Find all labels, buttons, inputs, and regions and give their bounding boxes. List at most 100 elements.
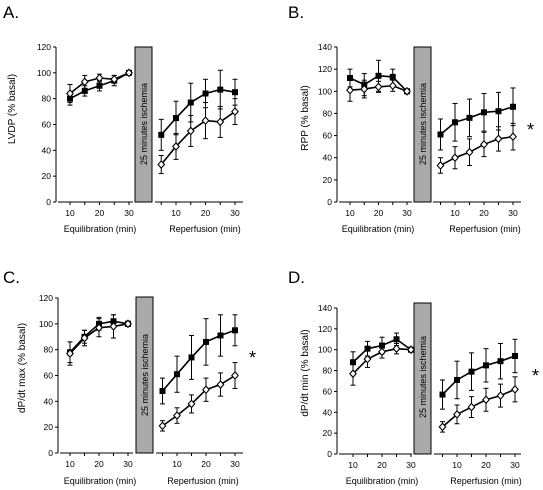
data-point-diamond bbox=[467, 402, 476, 412]
data-point-square bbox=[454, 376, 460, 383]
panel-letter: C. bbox=[3, 268, 20, 287]
data-point-square bbox=[173, 115, 179, 122]
y-tick-label: 80 bbox=[323, 366, 333, 376]
x-axis-label-equilibration: Equilibration (min) bbox=[64, 476, 137, 486]
y-axis-label: LVDP (% basal) bbox=[7, 74, 18, 144]
y-axis: 0 20 40 60 80 100 120 140 bbox=[318, 42, 338, 207]
data-point-square bbox=[187, 99, 194, 106]
data-point-diamond bbox=[509, 132, 517, 142]
significance-marker: * bbox=[532, 366, 539, 386]
data-point-diamond bbox=[216, 380, 225, 389]
data-point-square bbox=[202, 90, 209, 97]
y-tick-label: 120 bbox=[318, 64, 332, 74]
data-point-square bbox=[497, 358, 504, 365]
data-point-diamond bbox=[186, 126, 195, 136]
data-point-diamond bbox=[436, 161, 445, 170]
ischemia-label: 25 minutes ischemia bbox=[418, 336, 428, 418]
data-point-square bbox=[510, 103, 516, 110]
data-point-diamond bbox=[109, 321, 118, 331]
x-axis-label-equilibration: Equilibration (min) bbox=[64, 224, 137, 234]
data-point-square bbox=[159, 388, 166, 394]
data-point-square bbox=[81, 87, 88, 94]
data-point-diamond bbox=[231, 107, 239, 117]
x-tick-label: 20 bbox=[377, 460, 387, 470]
data-point-diamond bbox=[453, 409, 461, 419]
x-axis-reperfusion: 10 20 30 bbox=[155, 201, 243, 218]
y-tick-label: 40 bbox=[323, 153, 333, 163]
data-point-square bbox=[174, 371, 180, 378]
y-axis: 0 20 40 60 80 100 120 140 bbox=[318, 303, 338, 459]
x-axis-label-reperfusion: Reperfusion (min) bbox=[449, 224, 521, 234]
series-line-diamond bbox=[441, 388, 516, 428]
data-point-diamond bbox=[363, 354, 372, 364]
x-axis-equilibration: 10 20 30 bbox=[60, 452, 133, 469]
data-point-diamond bbox=[125, 68, 133, 78]
y-tick-label: 100 bbox=[37, 68, 51, 78]
y-axis: 0 20 40 60 80 100 120 bbox=[39, 293, 59, 458]
data-point-square bbox=[347, 75, 353, 81]
plot-equilibration bbox=[66, 314, 132, 366]
plot-reperfusion bbox=[158, 314, 239, 432]
data-point-square bbox=[96, 82, 103, 89]
y-tick-label: 20 bbox=[323, 428, 333, 438]
x-tick-label: 20 bbox=[94, 459, 104, 469]
y-tick-label: 0 bbox=[327, 449, 332, 459]
panel-letter: D. bbox=[288, 268, 305, 287]
x-tick-label: 30 bbox=[510, 460, 520, 470]
x-tick-label: 20 bbox=[481, 460, 491, 470]
panel-d: D. dP/dt min (% basal) 0 20 40 60 80 100 120 14… bbox=[288, 268, 539, 486]
y-tick-label: 0 bbox=[46, 197, 51, 207]
y-tick-label: 100 bbox=[318, 86, 332, 96]
data-point-diamond bbox=[172, 142, 180, 151]
x-tick-label: 20 bbox=[479, 208, 489, 218]
data-point-square bbox=[466, 114, 473, 121]
data-point-diamond bbox=[66, 349, 74, 358]
x-axis-reperfusion: 10 20 30 bbox=[156, 452, 243, 469]
data-point-square bbox=[232, 327, 238, 334]
data-point-diamond bbox=[124, 319, 132, 329]
data-point-square bbox=[393, 336, 400, 343]
data-point-diamond bbox=[110, 74, 119, 84]
data-point-square bbox=[389, 73, 396, 80]
y-tick-label: 100 bbox=[318, 345, 332, 355]
data-point-square bbox=[188, 354, 195, 361]
data-point-square bbox=[203, 338, 209, 345]
x-axis-reperfusion: 10 20 30 bbox=[433, 201, 521, 218]
panel-b: B. RPP (% basal) 0 20 40 60 80 100 120 140 10 20… bbox=[288, 3, 534, 234]
data-point-square bbox=[217, 332, 224, 339]
ischemia-bar bbox=[135, 296, 154, 454]
data-point-square bbox=[364, 345, 371, 352]
data-point-diamond bbox=[465, 147, 474, 157]
x-tick-label: 30 bbox=[123, 459, 133, 469]
data-point-diamond bbox=[496, 391, 505, 401]
y-axis-label: RPP (% basal) bbox=[300, 85, 311, 150]
x-tick-label: 30 bbox=[124, 208, 134, 218]
data-point-square bbox=[437, 131, 444, 138]
data-point-diamond bbox=[511, 384, 519, 394]
y-tick-label: 20 bbox=[42, 171, 52, 181]
x-tick-label: 30 bbox=[406, 460, 416, 470]
y-tick-label: 0 bbox=[327, 197, 332, 207]
y-tick-label: 80 bbox=[44, 345, 54, 355]
x-axis-label-equilibration: Equilibration (min) bbox=[346, 476, 419, 486]
x-tick-label: 10 bbox=[171, 208, 181, 218]
data-point-diamond bbox=[494, 134, 503, 144]
plot-equilibration bbox=[349, 332, 415, 386]
data-point-diamond bbox=[66, 89, 74, 98]
y-tick-label: 60 bbox=[42, 120, 52, 130]
data-point-diamond bbox=[480, 140, 488, 149]
ischemia-bar bbox=[134, 46, 153, 203]
y-tick-label: 80 bbox=[323, 108, 333, 118]
data-point-diamond bbox=[349, 369, 357, 379]
panel-a: A. LVDP (% basal) 0 20 40 60 80 100 120 10 20 30… bbox=[3, 3, 243, 234]
data-point-diamond bbox=[158, 421, 167, 431]
series-line-square bbox=[441, 355, 516, 396]
data-point-square bbox=[483, 362, 489, 369]
data-point-diamond bbox=[173, 411, 181, 420]
y-tick-label: 60 bbox=[323, 386, 333, 396]
y-tick-label: 120 bbox=[39, 293, 53, 303]
x-tick-label: 30 bbox=[230, 208, 240, 218]
data-point-diamond bbox=[95, 323, 103, 333]
data-point-square bbox=[375, 72, 382, 79]
